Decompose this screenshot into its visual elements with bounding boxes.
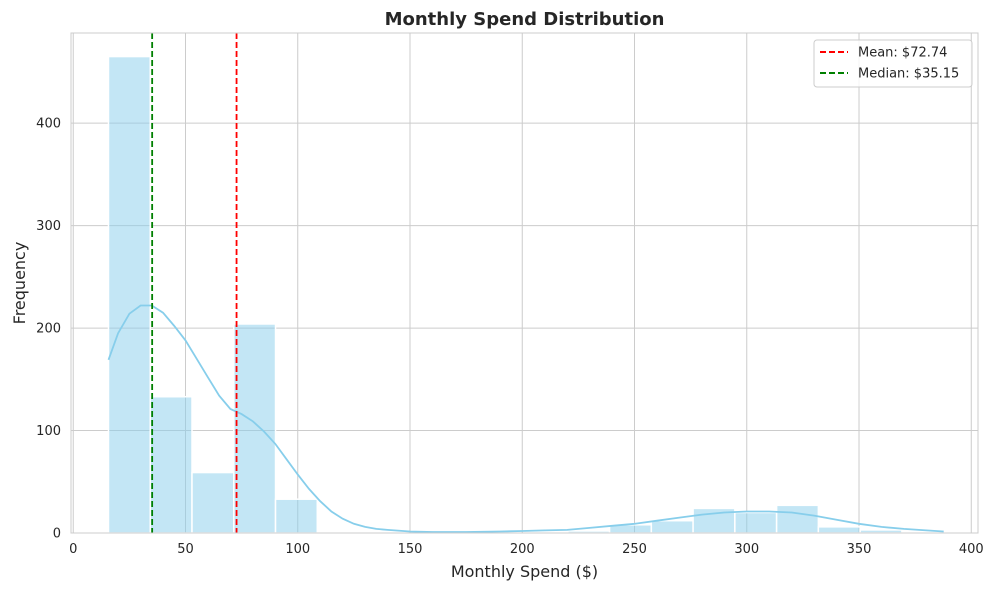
histogram-bar — [274, 498, 319, 534]
legend-box — [813, 39, 973, 88]
y-tick-label: 400 — [36, 117, 61, 132]
legend-median-label: Median: $35.15 — [858, 67, 959, 82]
histogram-bar — [107, 55, 152, 534]
x-tick-label: 350 — [847, 542, 872, 557]
y-tick-label: 0 — [53, 527, 61, 542]
x-tick-label: 400 — [959, 542, 984, 557]
x-tick-labels: 0 50 100 150 200 250 300 350 400 — [69, 542, 984, 557]
histogram-bar — [734, 511, 778, 534]
grid-layer — [71, 33, 978, 534]
y-tick-label: 100 — [36, 424, 61, 439]
x-tick-label: 250 — [622, 542, 647, 557]
x-tick-label: 200 — [510, 542, 535, 557]
legend-mean-label: Mean: $72.74 — [858, 46, 947, 61]
x-tick-label: 100 — [285, 542, 310, 557]
histogram-bar — [775, 504, 820, 534]
x-tick-label: 50 — [177, 542, 194, 557]
x-axis-label: Monthly Spend ($) — [451, 562, 598, 581]
histogram-bar — [817, 526, 861, 534]
y-axis-label: Frequency — [10, 242, 29, 325]
bar-layer — [107, 55, 903, 534]
kde-layer — [107, 304, 944, 533]
legend: Mean: $72.74 Median: $35.15 — [813, 39, 973, 88]
y-tick-label: 300 — [36, 219, 61, 234]
chart-title: Monthly Spend Distribution — [385, 9, 665, 30]
reference-lines — [151, 33, 238, 533]
y-tick-labels: 0 100 200 300 400 — [36, 117, 61, 542]
x-tick-label: 300 — [734, 542, 759, 557]
histogram-bar — [650, 519, 694, 534]
plot-frame — [70, 32, 979, 534]
x-tick-label: 0 — [69, 542, 77, 557]
x-tick-label: 150 — [398, 542, 423, 557]
histogram-bar — [149, 395, 193, 534]
kde-curve — [107, 304, 944, 533]
y-tick-label: 200 — [36, 322, 61, 337]
histogram-bar — [233, 323, 277, 534]
histogram-bar — [191, 471, 235, 534]
